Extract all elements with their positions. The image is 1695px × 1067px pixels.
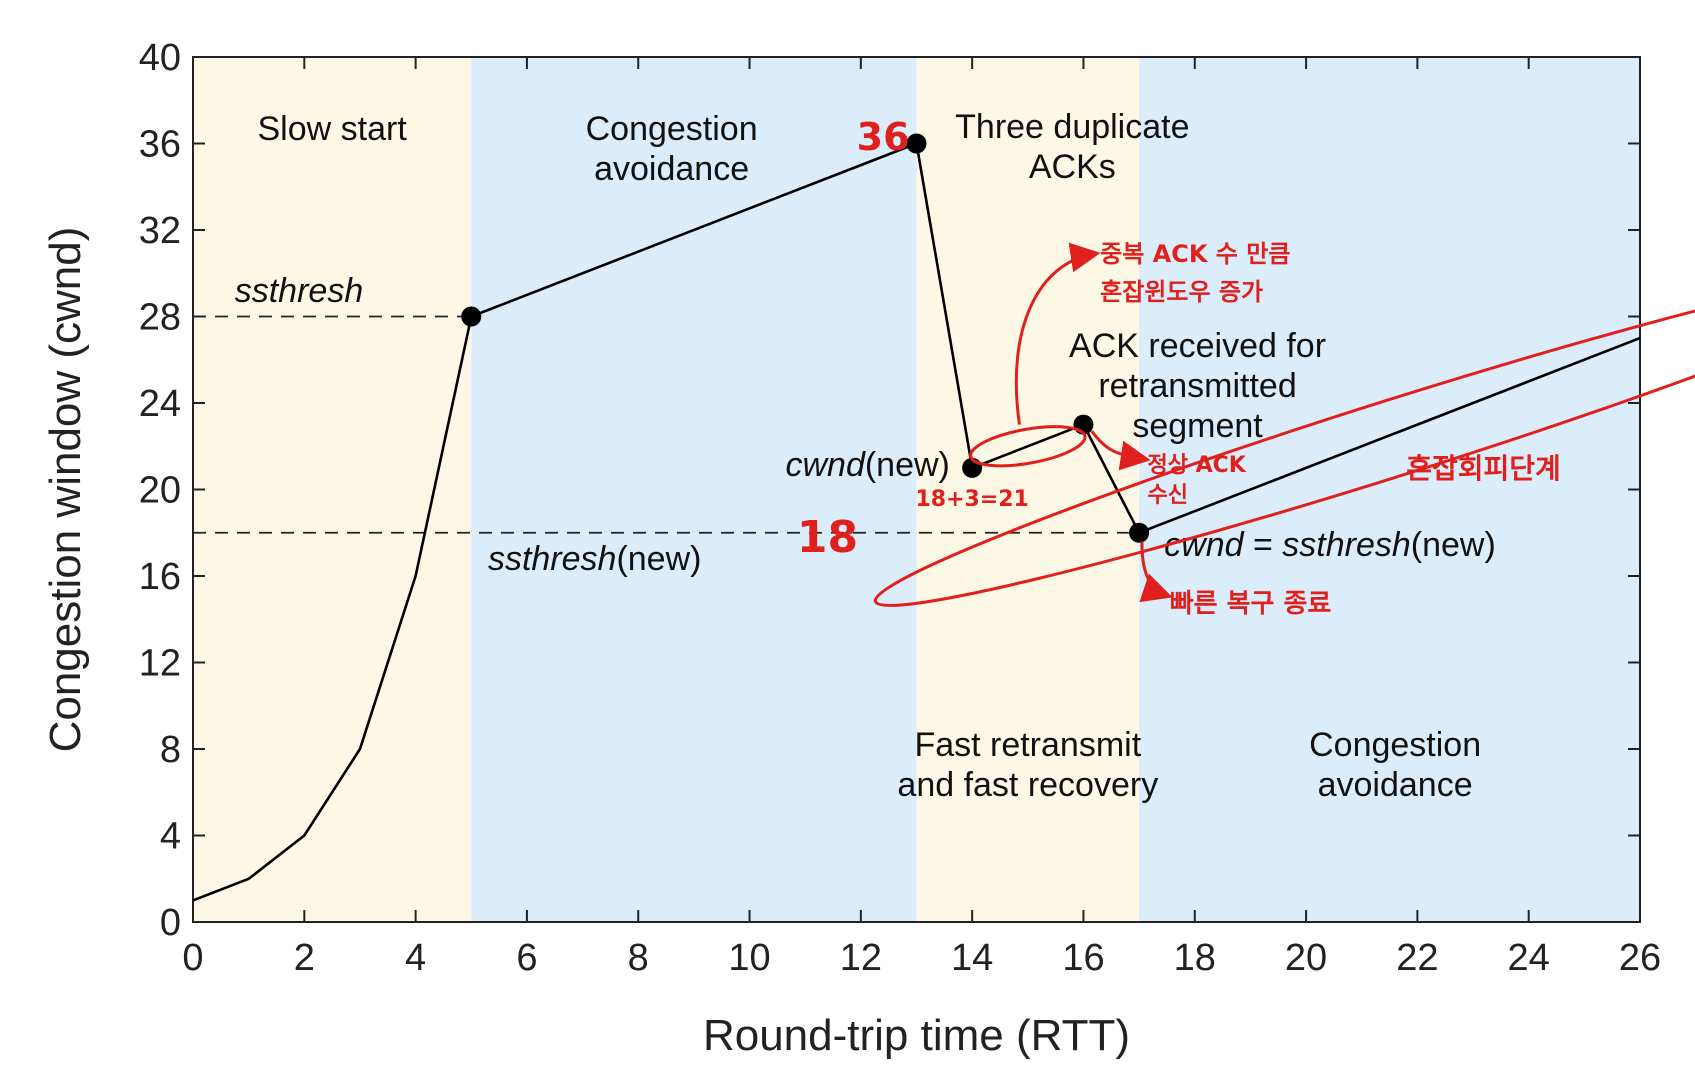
hand-36: 36 [857, 115, 910, 159]
hand-fast-recovery-end: 빠른 복구 종료 [1170, 589, 1332, 619]
region-0 [193, 57, 472, 922]
x-tick-label-8: 8 [628, 937, 649, 979]
x-tick-label-14: 14 [951, 937, 993, 979]
ssthresh-new-label: ssthresh(new) [488, 540, 702, 578]
hand-calc: 18+3=21 [915, 487, 1028, 512]
hand-ellipse-large [873, 268, 1695, 607]
x-tick-label-0: 0 [182, 937, 203, 979]
region-label-fr-line1: Fast retransmit [914, 726, 1141, 764]
cwnd-new-label: cwnd(new) [785, 446, 949, 484]
x-tick-label-20: 20 [1285, 937, 1327, 979]
x-tick-label-22: 22 [1396, 937, 1438, 979]
y-tick-label-24: 24 [139, 383, 181, 425]
y-tick-label-4: 4 [160, 816, 181, 858]
ack-retrans-line2: retransmitted [1098, 367, 1296, 405]
ack-retrans-line1: ACK received for [1069, 327, 1326, 365]
cwnd-eq-label: cwnd = ssthresh(new) [1164, 526, 1496, 564]
x-tick-label-6: 6 [516, 937, 537, 979]
region-label-fr-line2: and fast recovery [897, 766, 1158, 804]
hand-ca-phase: 혼잡회피단계 [1406, 452, 1561, 485]
point-17-18 [1129, 522, 1150, 543]
hand-normal-line2: 수신 [1147, 483, 1187, 508]
ack-retrans-line3: segment [1132, 407, 1263, 445]
three-dup-line2: ACKs [1029, 148, 1116, 186]
x-tick-label-10: 10 [728, 937, 770, 979]
y-tick-label-36: 36 [139, 124, 181, 166]
region-2 [916, 57, 1140, 922]
hand-18: 18 [797, 512, 858, 563]
three-dup-line1: Three duplicate [955, 108, 1189, 146]
hand-arrow-end [1139, 541, 1173, 603]
y-tick-label-32: 32 [139, 210, 181, 252]
y-tick-label-28: 28 [139, 297, 181, 339]
hand-arrow-dup [1014, 242, 1101, 425]
ssthresh-label: ssthresh [235, 272, 364, 310]
y-tick-label-8: 8 [160, 729, 181, 771]
x-tick-label-26: 26 [1619, 937, 1661, 979]
region-3 [1139, 57, 1640, 922]
x-tick-label-24: 24 [1508, 937, 1550, 979]
hand-arrow-normal [1090, 430, 1151, 471]
hand-dup-line1: 중복 ACK 수 만큼 [1100, 240, 1290, 268]
region-1 [471, 57, 917, 922]
x-tick-label-12: 12 [840, 937, 882, 979]
y-axis-title: Congestion window (cwnd) [41, 227, 90, 753]
y-tick-label-0: 0 [160, 902, 181, 944]
y-tick-label-12: 12 [139, 643, 181, 685]
x-axis-title: Round-trip time (RTT) [703, 1011, 1130, 1060]
hand-dup-line2: 혼잡윈도우 증가 [1100, 278, 1263, 306]
point-13-36 [906, 133, 927, 154]
hand-ellipse-small [969, 425, 1087, 468]
region-label-ca1-line1: Congestion [586, 110, 758, 148]
region-label-ca1-line2: avoidance [594, 150, 749, 188]
x-tick-label-2: 2 [294, 937, 315, 979]
y-tick-label-40: 40 [139, 37, 181, 79]
region-label-slow-start: Slow start [258, 110, 408, 148]
point-5-28 [461, 306, 482, 327]
y-tick-label-16: 16 [139, 556, 181, 598]
y-tick-label-20: 20 [139, 470, 181, 512]
region-label-ca2-line2: avoidance [1318, 766, 1473, 804]
region-label-ca2-line1: Congestion [1309, 726, 1481, 764]
x-tick-label-18: 18 [1174, 937, 1216, 979]
x-tick-label-4: 4 [405, 937, 426, 979]
x-tick-label-16: 16 [1062, 937, 1104, 979]
